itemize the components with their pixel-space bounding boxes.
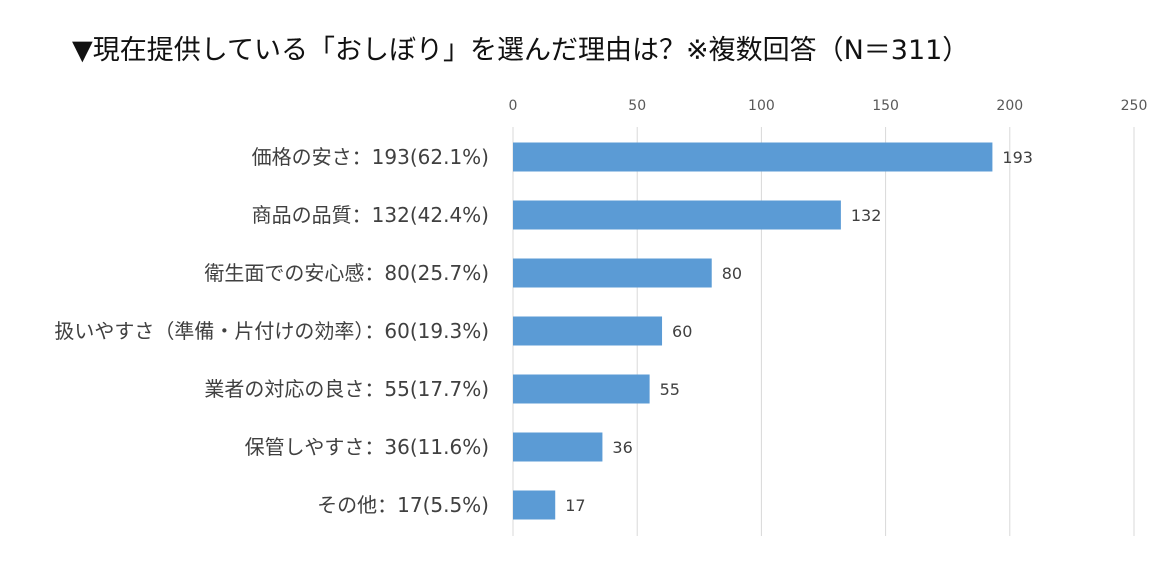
bars	[513, 142, 993, 520]
data-labels: 193 132 80 60 55 36 17	[565, 148, 1033, 515]
category-label: 保管しやすさ：36(11.6%)	[245, 435, 489, 459]
category-label: 扱いやすさ（準備・片付けの効率）：60(19.3%)	[54, 319, 489, 343]
data-label: 55	[660, 380, 680, 399]
x-axis-ticks: 0 50 100 150 200 250	[509, 98, 1148, 114]
category-labels: 価格の安さ：193(62.1%) 商品の品質：132(42.4%) 衛生面での安心感…	[54, 145, 489, 517]
category-label: その他：17(5.5%)	[317, 493, 489, 517]
x-tick-label: 100	[748, 98, 775, 114]
x-tick-label: 0	[509, 98, 518, 114]
category-label: 商品の品質：132(42.4%)	[252, 203, 489, 227]
bar	[513, 258, 712, 288]
bar	[513, 200, 841, 230]
data-label: 80	[722, 264, 742, 283]
data-label: 17	[565, 496, 585, 515]
category-label: 衛生面での安心感：80(25.7%)	[204, 261, 489, 285]
data-label: 193	[1002, 148, 1033, 167]
x-tick-label: 50	[628, 98, 646, 114]
bar	[513, 432, 603, 462]
bar	[513, 316, 663, 346]
bar	[513, 142, 993, 172]
category-label: 業者の対応の良さ：55(17.7%)	[204, 377, 489, 401]
data-label: 132	[851, 206, 882, 225]
data-label: 60	[672, 322, 692, 341]
data-label: 36	[612, 438, 632, 457]
bar	[513, 374, 650, 404]
category-label: 価格の安さ：193(62.1%)	[252, 145, 489, 169]
x-tick-label: 250	[1121, 98, 1148, 114]
x-tick-label: 200	[996, 98, 1023, 114]
bar	[513, 490, 556, 520]
x-tick-label: 150	[872, 98, 899, 114]
chart-title: ▼現在提供している「おしぼり」を選んだ理由は？※複数回答（N＝311）	[72, 35, 970, 66]
